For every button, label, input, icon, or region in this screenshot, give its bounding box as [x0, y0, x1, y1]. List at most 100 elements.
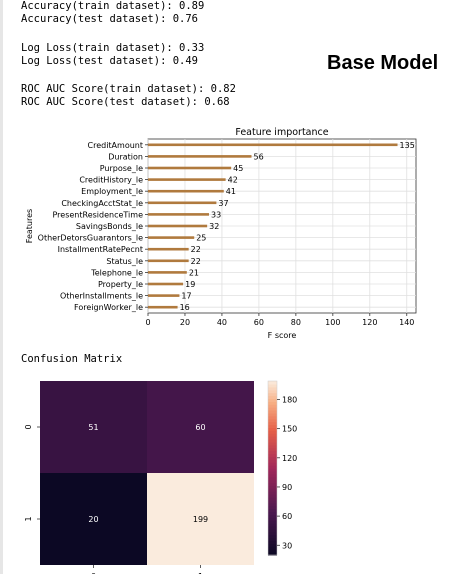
colorbar-segment — [268, 465, 277, 469]
colorbar-segment — [268, 468, 277, 472]
cell-value-label: 199 — [193, 515, 208, 524]
colorbar-segment — [268, 514, 277, 518]
colorbar-tick-label: 60 — [282, 512, 292, 521]
colorbar-segment — [268, 398, 277, 402]
y-tick-label: OtherDetorsGuarantors_le — [38, 234, 143, 243]
bar-Property_le — [148, 282, 184, 286]
model-badge: Base Model — [327, 52, 439, 74]
bar-value-label: 33 — [211, 210, 221, 219]
x-tick-label: 1 — [198, 572, 203, 574]
colorbar-segment — [268, 540, 277, 544]
colorbar-outline — [267, 380, 278, 556]
bar-value-label: 32 — [209, 222, 219, 231]
bar-Purpose_le — [148, 166, 232, 170]
y-tick-label: Property_le — [98, 280, 143, 289]
colorbar-segment — [268, 441, 277, 446]
colorbar-segment — [268, 410, 277, 414]
metric-line-rocauc-test: ROC AUC Score(test dataset): 0.68 — [21, 96, 230, 108]
metric-line-rocauc-train: ROC AUC Score(train dataset): 0.82 — [21, 83, 236, 95]
bar-Employment_le — [148, 189, 224, 193]
y-tick-label: ForeignWorker_le — [74, 303, 143, 312]
bar-ForeignWorker_le — [148, 305, 178, 309]
colorbar-segment — [268, 482, 277, 486]
colorbar-segment — [268, 415, 277, 420]
colorbar-segment — [268, 456, 277, 460]
colorbar-segment — [268, 386, 277, 391]
colorbar-segment — [268, 424, 277, 428]
colorbar-tick-label: 90 — [282, 483, 292, 492]
y-tick-label: Telephone_le — [90, 268, 143, 277]
chart-title: Feature importance — [235, 127, 328, 138]
y-tick-label: PresentResidenceTime — [53, 210, 144, 219]
bar-value-label: 37 — [218, 199, 228, 208]
x-tick-label: 80 — [291, 318, 301, 327]
y-tick-label: Employment_le — [81, 187, 143, 196]
colorbar-segment — [268, 488, 277, 492]
colorbar-segment — [268, 520, 277, 524]
y-tick-label: CheckingAcctStat_le — [61, 199, 143, 208]
cell-value-label: 60 — [195, 423, 205, 432]
colorbar-segment — [268, 427, 277, 431]
bar-value-label: 56 — [254, 152, 264, 161]
bar-value-label: 45 — [233, 164, 243, 173]
colorbar-segment — [268, 528, 277, 533]
y-tick-label: Status_le — [106, 257, 143, 266]
cell-value-label: 51 — [88, 423, 98, 432]
bar-value-label: 21 — [189, 268, 199, 277]
cell-gutter — [0, 0, 3, 574]
y-axis-label: Features — [25, 209, 34, 243]
colorbar-tick-label: 180 — [282, 395, 297, 404]
metric-line-logloss-train: Log Loss(train dataset): 0.33 — [21, 42, 205, 54]
colorbar-segment — [268, 473, 277, 478]
y-tick-label: 1 — [24, 516, 33, 521]
y-tick-label: Duration — [108, 152, 143, 161]
colorbar-segment — [268, 389, 277, 394]
bar-value-label: 16 — [180, 303, 190, 312]
colorbar-segment — [268, 485, 277, 489]
colorbar-tick-label: 150 — [282, 425, 297, 434]
colorbar-segment — [268, 531, 277, 536]
bar-InstallmentRatePecnt — [148, 247, 189, 251]
cell-value-label: 20 — [88, 515, 98, 524]
x-axis-label: F score — [268, 331, 297, 340]
colorbar-segment — [268, 433, 277, 437]
colorbar-segment — [268, 459, 277, 463]
bar-OtherInstallments_le — [148, 294, 180, 297]
colorbar-segment — [268, 439, 277, 443]
colorbar-segment — [268, 494, 277, 498]
metric-line-accuracy-test: Accuracy(test dataset): 0.76 — [21, 13, 199, 25]
colorbar-segment — [268, 508, 277, 513]
colorbar-segment — [268, 546, 277, 550]
colorbar-segment — [268, 412, 277, 417]
colorbar-segment — [268, 462, 277, 466]
y-tick-label: InstallmentRatePecnt — [58, 245, 143, 254]
colorbar-segment — [268, 534, 277, 539]
y-tick-label: CreditAmount — [88, 141, 144, 150]
colorbar-segment — [268, 549, 277, 553]
colorbar-tick-label: 30 — [282, 541, 292, 550]
colorbar-segment — [268, 517, 277, 521]
bar-value-label: 19 — [185, 280, 195, 289]
bar-value-label: 25 — [196, 234, 206, 243]
colorbar-segment — [268, 491, 277, 495]
bar-Duration — [148, 155, 252, 158]
y-tick-label: CreditHistory_le — [79, 176, 143, 185]
x-tick-label: 0 — [91, 572, 96, 574]
colorbar-segment — [268, 537, 277, 542]
colorbar-segment — [268, 447, 277, 452]
colorbar-segment — [268, 418, 277, 423]
x-tick-label: 40 — [217, 318, 227, 327]
bar-CreditHistory_le — [148, 178, 226, 181]
colorbar-tick-label: 120 — [282, 454, 297, 463]
colorbar-segment — [268, 450, 277, 455]
colorbar-segment — [268, 404, 277, 408]
colorbar-segment — [268, 430, 277, 434]
bar-value-label: 135 — [400, 141, 415, 150]
y-tick-label: OtherInstallments_le — [60, 292, 143, 301]
colorbar-segment — [268, 444, 277, 449]
colorbar-segment — [268, 383, 277, 388]
y-tick-label: 0 — [24, 424, 33, 429]
bar-CreditAmount — [148, 143, 398, 147]
x-tick-label: 100 — [325, 318, 340, 327]
x-tick-label: 0 — [145, 318, 150, 327]
